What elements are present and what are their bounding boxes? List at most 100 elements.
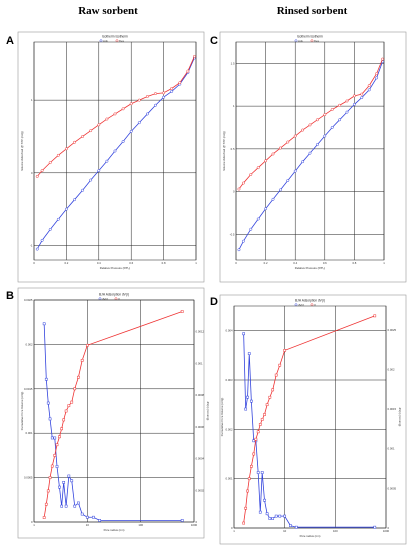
data-point [81, 188, 85, 192]
panel-label-b: B [6, 290, 14, 302]
data-point [260, 471, 264, 474]
x-tick-label: 1 [383, 261, 385, 265]
data-point [73, 140, 76, 144]
data-point [323, 134, 327, 138]
x-tick-label: 1 [233, 529, 235, 533]
y-tick-label: 0.5 [231, 147, 235, 151]
data-point [260, 418, 264, 421]
data-point [278, 363, 282, 367]
data-point [60, 504, 64, 508]
data-point [35, 247, 39, 251]
data-point [241, 181, 245, 185]
data-point [56, 153, 60, 157]
series-v [42, 310, 184, 519]
x-axis-label: Pore radius (nm) [300, 534, 321, 538]
data-point [256, 217, 260, 221]
data-point [360, 92, 364, 96]
data-point [178, 81, 182, 85]
data-point [308, 151, 312, 155]
y-tick-label: 0.001 [26, 431, 33, 435]
y-right-tick-label: 0 [196, 520, 198, 524]
data-point [192, 55, 196, 58]
data-point [129, 102, 133, 106]
data-point [46, 489, 50, 493]
x-tick-label: 1000 [191, 523, 198, 527]
data-point [256, 166, 260, 170]
data-point [367, 88, 371, 92]
data-point [373, 525, 377, 529]
data-point [137, 121, 141, 125]
series-ads [35, 56, 196, 251]
legend-label-0: Ads [103, 39, 108, 43]
data-point [92, 515, 95, 519]
data-point [352, 102, 356, 106]
data-point [73, 198, 76, 202]
y-right-tick-label: 0.0012 [196, 330, 205, 334]
column-title-raw: Raw sorbent [78, 5, 138, 17]
data-point [53, 454, 57, 457]
series-v [242, 314, 377, 525]
data-point [286, 140, 290, 144]
plot-area [235, 41, 385, 261]
y-right-tick-label: 0.0025 [388, 328, 397, 332]
y-axis-label: Cumulative Pore Volume (cc/g) [220, 398, 224, 437]
data-point [246, 489, 249, 493]
legend-label-1: V [118, 297, 120, 301]
data-point [330, 126, 334, 129]
data-point [283, 514, 287, 518]
data-point [375, 76, 379, 80]
legend-label-0: dV(r) [102, 297, 108, 301]
data-point [271, 152, 275, 156]
x-tick-label: 0.8 [162, 261, 166, 265]
data-point [89, 178, 93, 182]
data-point [60, 427, 64, 431]
data-point [345, 99, 349, 103]
data-point [258, 510, 262, 514]
data-point [56, 217, 60, 221]
y-tick-label: 0.004 [226, 329, 233, 333]
data-point [274, 514, 278, 518]
x-tick-label: 0.4 [293, 261, 297, 265]
data-point [249, 464, 253, 468]
data-point [121, 140, 125, 144]
data-point [268, 395, 272, 399]
column-title-rinsed: Rinsed sorbent [277, 5, 348, 17]
y-tick-label: 0 [233, 190, 235, 194]
data-point [338, 103, 342, 107]
data-point [263, 498, 266, 502]
x-tick-label: 1 [195, 261, 197, 265]
legend-label-1: Des [119, 39, 125, 43]
data-point [375, 72, 379, 76]
x-tick-label: 0.4 [97, 261, 101, 265]
data-point [64, 504, 68, 508]
data-point [64, 207, 68, 211]
data-point [278, 188, 282, 192]
series-des [35, 55, 196, 178]
x-tick-label: 1 [33, 523, 35, 527]
x-tick-label: 10 [283, 529, 287, 533]
data-point [301, 128, 305, 132]
data-point [256, 471, 260, 474]
x-axis-label: Relative Pressure (P/P₀) [100, 266, 130, 270]
data-point [249, 399, 253, 403]
data-point [85, 343, 89, 347]
data-point [50, 436, 54, 440]
y-tick-label: -1 [30, 243, 33, 247]
data-point [46, 401, 50, 405]
data-point [85, 515, 89, 519]
data-point [247, 477, 251, 481]
data-point [113, 112, 117, 116]
y-right-tick-label: 0.002 [388, 367, 395, 371]
data-point [62, 418, 66, 422]
y-right-tick-label: 0 [388, 526, 390, 530]
data-point [301, 160, 305, 164]
data-point [145, 95, 149, 98]
data-point [98, 519, 101, 522]
data-point [77, 501, 80, 505]
y-tick-label: 0.0025 [24, 298, 33, 302]
data-point [315, 143, 319, 147]
data-point [80, 359, 84, 362]
